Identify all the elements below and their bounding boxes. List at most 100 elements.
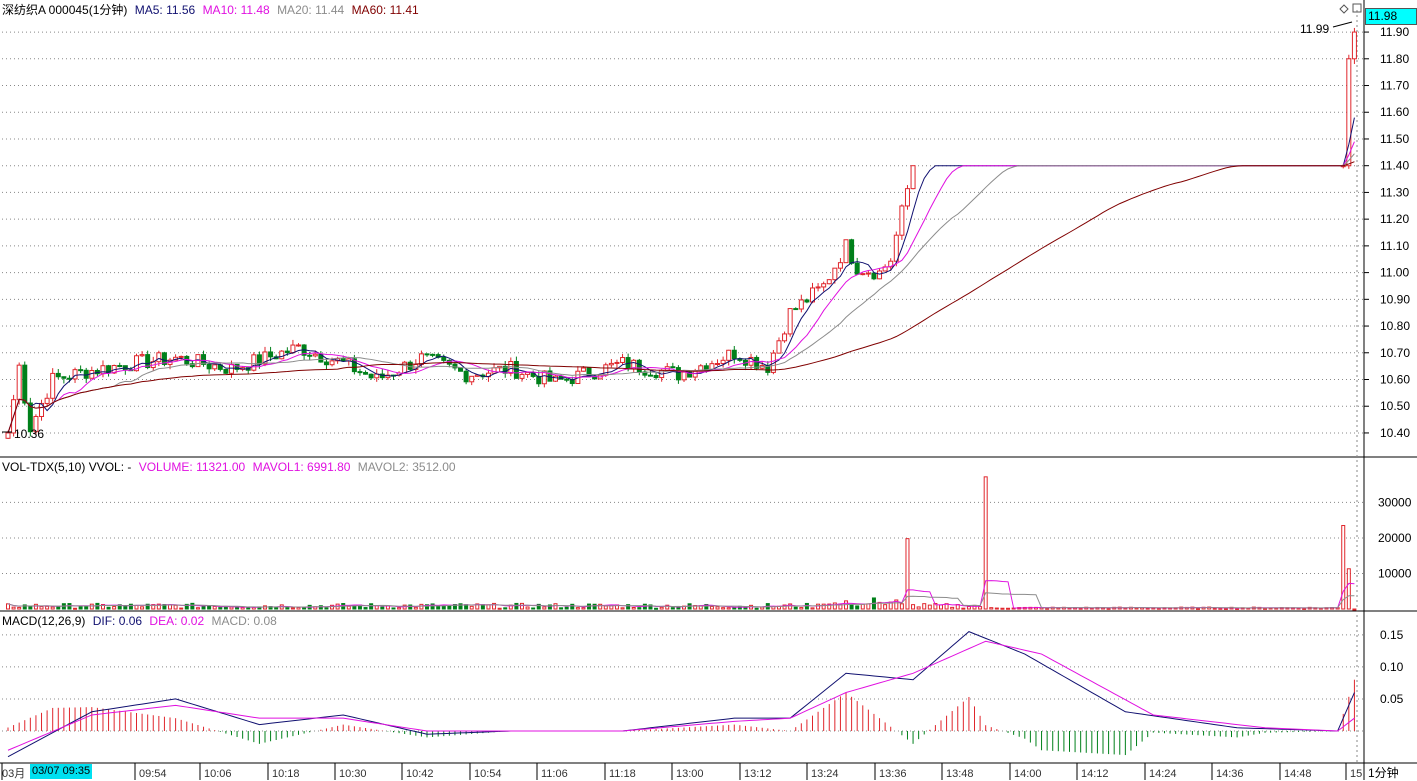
volume-bar bbox=[39, 606, 44, 610]
candle-body bbox=[837, 262, 843, 269]
time-label: 10:18 bbox=[272, 768, 300, 780]
candle-body bbox=[78, 369, 84, 372]
candle-body bbox=[39, 402, 45, 417]
candle-body bbox=[307, 354, 313, 357]
volume-bar bbox=[190, 602, 195, 610]
price-tick-label: 10.40 bbox=[1380, 426, 1410, 440]
dea-label: DEA: 0.02 bbox=[149, 614, 205, 628]
time-label: 11:18 bbox=[609, 768, 636, 780]
candle-body bbox=[614, 361, 620, 364]
candle-body bbox=[871, 272, 877, 280]
candle-body bbox=[670, 366, 676, 369]
candle-body bbox=[33, 415, 39, 433]
volume-bar bbox=[218, 607, 223, 610]
volume-bar bbox=[514, 602, 519, 610]
volume-bar bbox=[547, 604, 552, 610]
candle-body bbox=[564, 378, 570, 381]
candle-body bbox=[474, 374, 480, 377]
price-tick-label: 11.20 bbox=[1380, 212, 1409, 226]
macd-name: MACD(12,26,9) bbox=[2, 614, 86, 628]
candle-body bbox=[55, 372, 61, 378]
volume-bar bbox=[391, 607, 396, 610]
candle-body bbox=[430, 353, 436, 356]
macd-label: MACD: 0.08 bbox=[211, 614, 277, 628]
ma10-line bbox=[7, 141, 1355, 434]
candle-body bbox=[519, 373, 525, 379]
volume-bar bbox=[274, 607, 279, 610]
volume-bar bbox=[1341, 525, 1346, 610]
window-icon bbox=[1352, 3, 1362, 13]
volume-bar bbox=[201, 605, 206, 610]
time-label: 03月 bbox=[2, 768, 25, 780]
price-tick-label: 10.70 bbox=[1380, 346, 1410, 360]
volume-bar bbox=[1045, 607, 1050, 610]
volume-bar bbox=[413, 606, 418, 610]
volume-bar bbox=[911, 604, 916, 610]
time-label: 13:48 bbox=[946, 768, 974, 780]
candle-body bbox=[620, 357, 626, 363]
candle-body bbox=[145, 354, 151, 369]
volume-bar bbox=[324, 607, 329, 610]
volume-bar bbox=[654, 607, 659, 610]
period-tab[interactable]: 1分钟 bbox=[1368, 766, 1399, 780]
time-label: 15 bbox=[1350, 768, 1362, 780]
candle-body bbox=[692, 370, 698, 378]
volume-bar bbox=[626, 604, 631, 610]
ma5-label: MA5: 11.56 bbox=[134, 3, 196, 17]
volume-bar bbox=[894, 599, 899, 610]
candle-body bbox=[27, 402, 33, 433]
volume-bar bbox=[56, 606, 61, 610]
volume-bar bbox=[922, 603, 927, 610]
candle-body bbox=[491, 367, 497, 374]
price-header: 深纺织A 000045(1分钟) MA5: 11.56 MA10: 11.48 … bbox=[2, 3, 423, 17]
volume-bar bbox=[492, 602, 497, 610]
volume-bar bbox=[374, 605, 379, 610]
candle-body bbox=[156, 352, 162, 363]
volume-bar bbox=[1302, 607, 1307, 610]
candle-body bbox=[832, 267, 838, 281]
candle-body bbox=[212, 364, 218, 370]
volume-bar bbox=[938, 604, 943, 610]
ma20-line bbox=[7, 153, 1355, 434]
candle-body bbox=[553, 375, 559, 382]
volume-bar bbox=[117, 604, 122, 610]
volume-bar bbox=[905, 538, 910, 610]
volume-bar bbox=[290, 607, 295, 610]
candle-body bbox=[469, 375, 475, 383]
volume-bar bbox=[1145, 607, 1150, 610]
mavol1-line bbox=[7, 580, 1355, 609]
volume-bar bbox=[754, 607, 759, 610]
macd-tick-label: 0.10 bbox=[1380, 660, 1404, 674]
ma10-label: MA10: 11.48 bbox=[202, 3, 270, 17]
candle-body bbox=[418, 353, 424, 365]
price-tick-label: 11.80 bbox=[1380, 52, 1409, 66]
ma5-line bbox=[7, 117, 1355, 434]
volume-bar bbox=[469, 605, 474, 610]
price-tick-label: 11.90 bbox=[1380, 25, 1409, 39]
volume-bar bbox=[603, 605, 608, 610]
candle-body bbox=[441, 356, 447, 361]
diamond-icon bbox=[1339, 4, 1349, 14]
volume-bar bbox=[363, 607, 368, 610]
candle-body bbox=[368, 373, 374, 379]
volume-bar bbox=[1352, 608, 1357, 611]
candle-body bbox=[139, 354, 145, 357]
candle-body bbox=[223, 368, 229, 374]
volume-bar bbox=[78, 606, 83, 610]
volume-bar bbox=[536, 603, 541, 610]
candle-body bbox=[178, 355, 184, 358]
candle-body bbox=[782, 333, 788, 342]
candle-body bbox=[329, 360, 335, 366]
candle-body bbox=[228, 363, 234, 374]
volume-bar bbox=[575, 607, 580, 610]
candle-body bbox=[826, 279, 832, 285]
candle-body bbox=[821, 283, 827, 288]
volume-bar bbox=[782, 604, 787, 610]
volume-bar bbox=[134, 604, 139, 610]
volume-bar bbox=[156, 603, 161, 610]
volume-bar bbox=[525, 606, 530, 610]
volume-bar bbox=[50, 606, 55, 610]
volume-bar bbox=[531, 607, 536, 610]
volume-bar bbox=[240, 606, 245, 610]
volume-bar bbox=[810, 607, 815, 610]
